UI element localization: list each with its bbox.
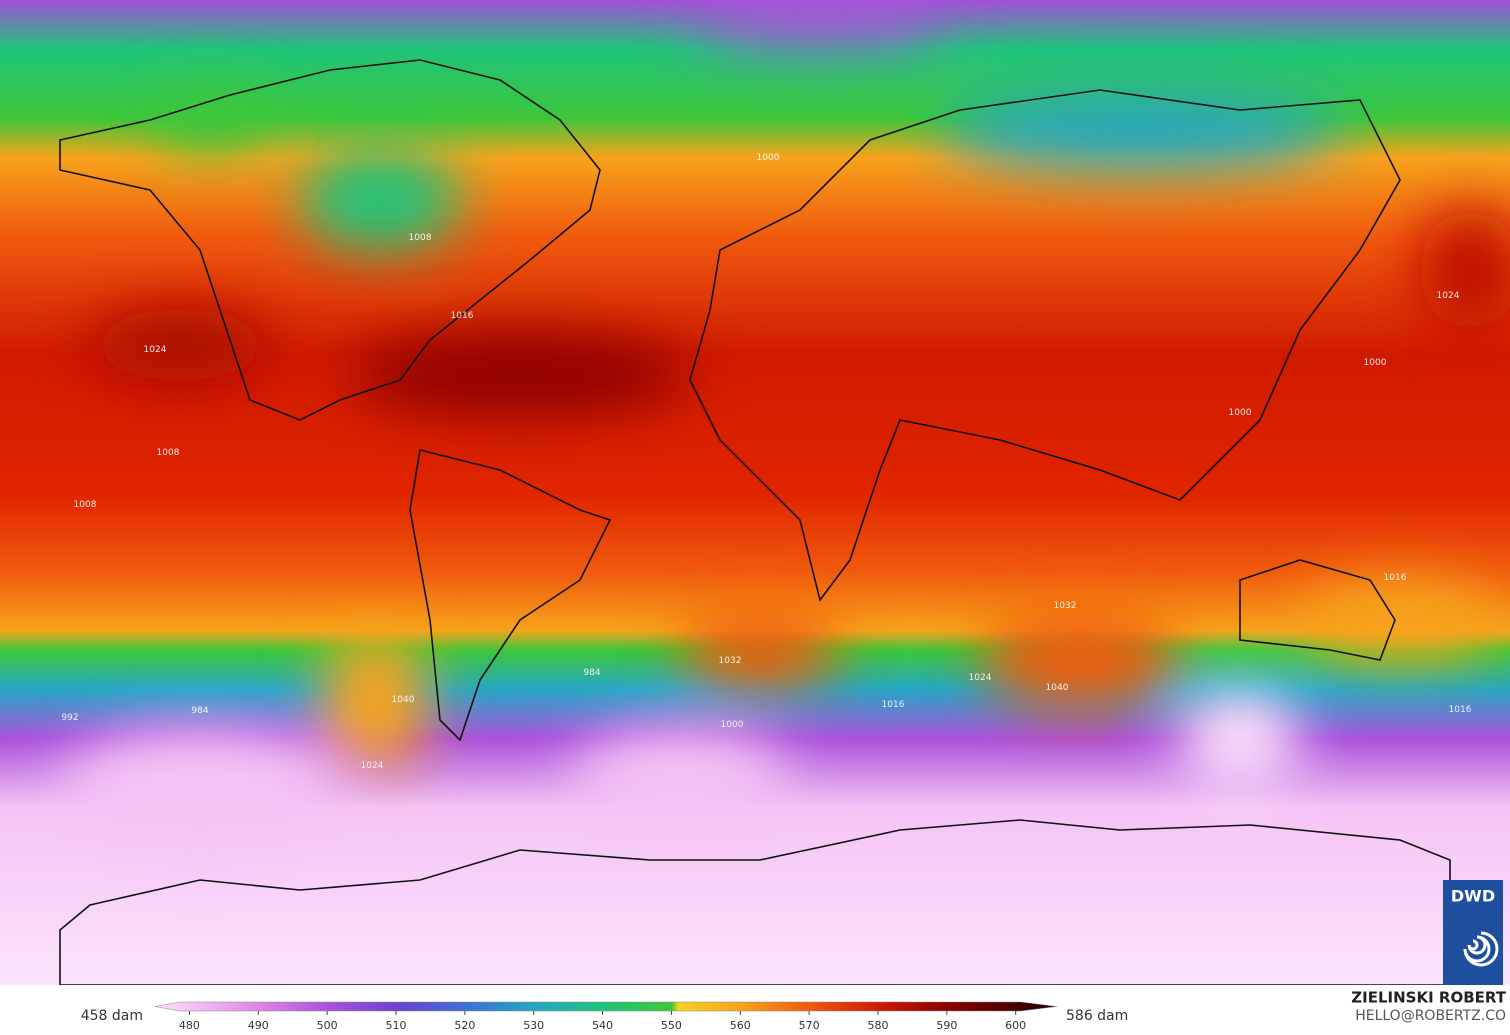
- isobar-label: 1024: [1437, 291, 1460, 301]
- colorbar-tick-label: 600: [1005, 1019, 1026, 1032]
- isobar-label: 1016: [1449, 705, 1472, 715]
- isobar-label: 984: [583, 668, 600, 678]
- isobar-label: 1024: [361, 761, 384, 771]
- isobar-labels: 1024 1008 1008 1016 1008 1000 1032 1032 1040 1024…: [61, 153, 1471, 771]
- logo-box: [1443, 880, 1503, 985]
- colorbar-tick-label: 580: [867, 1019, 888, 1032]
- colorbar-tick-label: 540: [592, 1019, 613, 1032]
- colorbar-tick-label: 530: [523, 1019, 544, 1032]
- colorbar-tick-label: 480: [179, 1019, 200, 1032]
- colorbar-min-label: 458 dam: [81, 1008, 143, 1024]
- colorbar-tick-label: 520: [454, 1019, 475, 1032]
- isobar-label: 1008: [409, 233, 432, 243]
- isobar-label: 1040: [392, 695, 415, 705]
- isobar-label: 1000: [757, 153, 780, 163]
- isobar-label: 1024: [144, 345, 167, 355]
- map: 1024 1008 1008 1016 1008 1000 1032 1032 1040 1024…: [0, 0, 1510, 986]
- colorbar-tick-label: 490: [248, 1019, 269, 1032]
- colorbar-tick-label: 570: [799, 1019, 820, 1032]
- isobar-label: 1032: [719, 656, 742, 666]
- isobar-label: 1032: [1054, 601, 1077, 611]
- isobar-label: 1000: [1364, 358, 1387, 368]
- logo: DWD: [1443, 880, 1503, 985]
- isobar-label: 1016: [1384, 573, 1407, 583]
- logo-spiral: [1463, 931, 1499, 967]
- colorbar: 458 dam 586 dam 480 490 500 510 520 530 540 550…: [81, 1001, 1128, 1032]
- isobar-label: 984: [191, 706, 208, 716]
- contact: HELLO@ROBERTZ.CO: [1355, 1008, 1506, 1024]
- colorbar-tick-label: 510: [385, 1019, 406, 1032]
- colorbar-tick-label: 560: [730, 1019, 751, 1032]
- author: ZIELINSKI ROBERT: [1351, 989, 1506, 1007]
- isobar-label: 1024: [969, 673, 992, 683]
- isobar-label: 1008: [74, 500, 97, 510]
- isobar-label: 1000: [721, 720, 744, 730]
- colorbar-tick-label: 550: [661, 1019, 682, 1032]
- colorbar-max-label: 586 dam: [1066, 1008, 1128, 1024]
- colorbar-tick-label: 590: [936, 1019, 957, 1032]
- isobar-label: 1040: [1046, 683, 1069, 693]
- isobar-label: 1008: [157, 448, 180, 458]
- isobar-label: 1016: [882, 700, 905, 710]
- isobar-label: 992: [61, 713, 78, 723]
- isobar-label: 1016: [451, 311, 474, 321]
- colorbar-bar: [154, 1001, 1058, 1012]
- isobar-label: 1000: [1229, 408, 1252, 418]
- colorbar-tick-label: 500: [317, 1019, 338, 1032]
- logo-text: DWD: [1451, 887, 1495, 906]
